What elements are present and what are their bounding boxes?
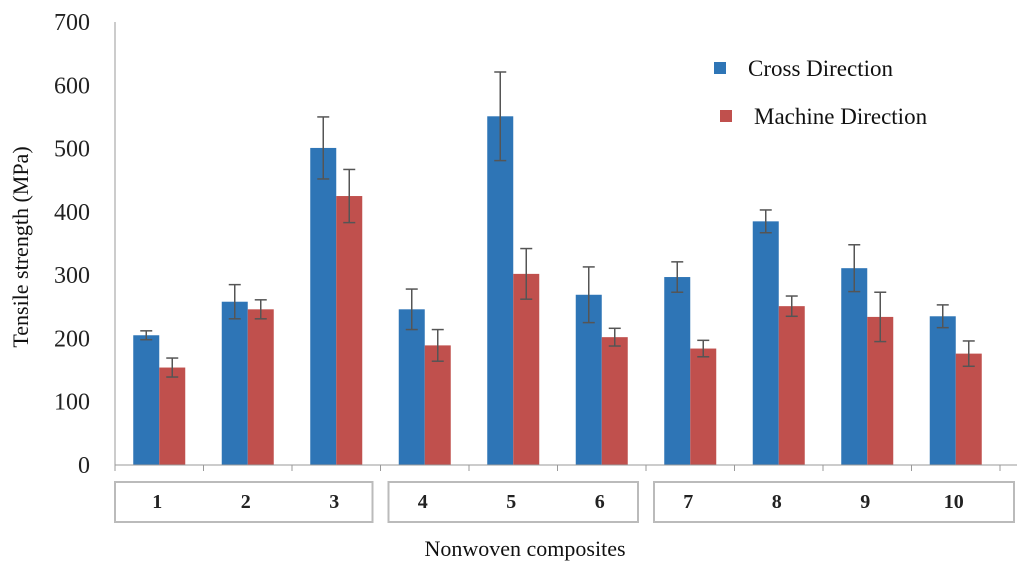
error-bar-machine-9 [874,291,887,343]
error-bar-machine-6 [608,327,621,347]
bar-marks [133,116,982,466]
bar-machine-3 [336,196,363,466]
category-label-1: 1 [152,491,162,513]
error-bar-cross-6 [582,266,595,324]
y-tick-label: 400 [54,200,90,226]
bar-cross-10 [929,316,956,465]
y-tick-label: 0 [78,453,90,479]
bar-machine-8 [778,306,805,465]
error-bar-machine-7 [697,339,710,358]
category-group-boxes [114,481,1015,523]
category-group-box [387,481,639,523]
category-label-2: 2 [241,491,251,513]
bar-cross-1 [133,335,160,465]
bar-machine-10 [955,353,982,465]
bar-cross-7 [664,277,691,465]
bar-cross-4 [398,309,425,465]
category-label-9: 9 [860,491,870,513]
category-label-6: 6 [595,491,605,513]
category-group-box [114,481,374,523]
legend-label-machine: Machine Direction [754,104,928,129]
category-label-3: 3 [329,491,339,513]
y-tick-label: 600 [54,73,90,99]
bar-cross-3 [310,147,337,465]
bar-cross-2 [221,301,248,465]
bar-machine-4 [424,345,451,465]
error-bar-machine-2 [254,299,267,320]
y-tick-label: 100 [54,390,90,416]
category-label-10: 10 [944,491,964,513]
bar-cross-8 [752,221,779,465]
category-group-box [653,481,1015,523]
error-bar-cross-10 [936,304,949,329]
legend-swatch-cross [714,62,726,74]
error-bar-cross-3 [317,116,330,180]
legend-swatch-machine [720,110,732,122]
error-bar-machine-1 [166,357,179,378]
bar-machine-1 [159,367,186,465]
error-bar-machine-3 [343,168,356,224]
error-bar-cross-8 [759,209,772,234]
y-tick-label: 700 [54,10,90,36]
category-label-5: 5 [506,491,516,513]
error-bar-machine-4 [431,328,444,362]
error-bar-cross-5 [494,71,507,162]
error-bar-machine-8 [785,295,798,318]
y-axis-title: Tensile strength (MPa) [8,146,33,347]
x-axis-title: Nonwoven composites [424,536,625,561]
bar-cross-9 [841,268,868,465]
error-bar-cross-4 [405,288,418,331]
bar-machine-5 [513,273,540,465]
error-bars [140,71,975,378]
error-bar-machine-5 [520,247,533,300]
bar-cross-5 [487,116,514,465]
y-axis-ticks: 0 100 200 300 400 500 600 700 [54,10,90,479]
bar-machine-7 [690,348,717,465]
error-bar-cross-1 [140,330,153,341]
legend-label-cross: Cross Direction [748,56,894,81]
bar-machine-6 [601,337,628,465]
category-label-8: 8 [772,491,782,513]
y-tick-label: 200 [54,326,90,352]
legend: Cross Direction Machine Direction [714,56,928,129]
error-bar-cross-7 [671,261,684,293]
error-bar-cross-2 [228,283,241,320]
x-axis-ticks [114,465,1001,471]
bar-machine-2 [247,309,274,465]
category-labels: 1 2 3 4 5 6 7 8 9 10 [152,491,964,513]
category-label-7: 7 [683,491,693,513]
category-label-4: 4 [418,491,428,513]
y-tick-label: 300 [54,263,90,289]
y-tick-label: 500 [54,137,90,163]
error-bar-machine-10 [962,340,975,368]
error-bar-cross-9 [848,244,861,293]
